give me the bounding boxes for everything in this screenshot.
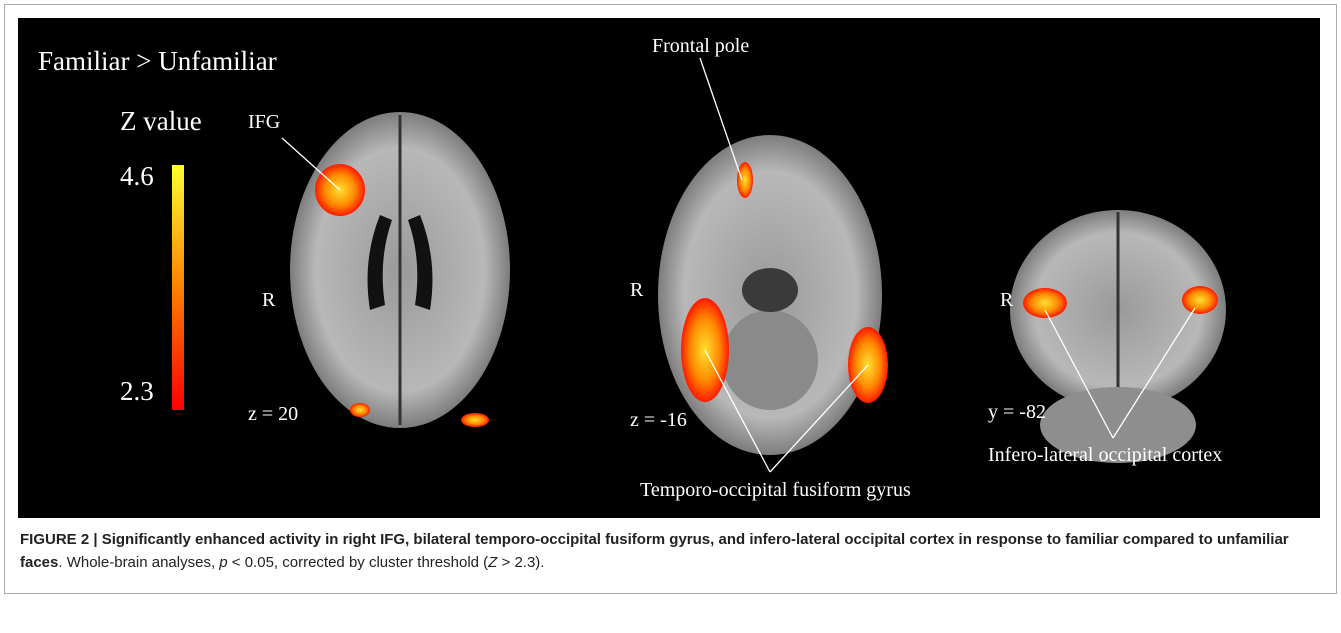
colorbar-label: Z value: [120, 106, 202, 136]
colorbar: [172, 165, 184, 410]
annotation: Infero-lateral occipital cortex: [988, 444, 1222, 466]
annotation: R: [1000, 289, 1014, 311]
annotation: Temporo-occipital fusiform gyrus: [640, 479, 911, 501]
colorbar-min: 2.3: [120, 376, 154, 406]
annotation: z = 20: [248, 403, 298, 425]
caption-text: < 0.05, corrected by cluster threshold (: [228, 554, 489, 571]
caption-text: . Whole-brain analyses,: [58, 554, 219, 571]
brain-axial-1: [290, 112, 510, 428]
annotation: z = -16: [630, 409, 687, 431]
caption-italic: p: [219, 554, 227, 571]
annotation: Frontal pole: [652, 35, 749, 57]
figure-title: Familiar > Unfamiliar: [38, 46, 277, 76]
colorbar-max: 4.6: [120, 161, 154, 191]
brain-coronal: [1010, 210, 1226, 463]
annotation: y = -82: [988, 401, 1046, 423]
caption: FIGURE 2 | Significantly enhanced activi…: [20, 528, 1320, 574]
annotation: R: [262, 289, 276, 311]
caption-italic: Z: [488, 554, 497, 571]
page: Familiar > Unfamiliar Z value 4.6 2.3 IF…: [0, 0, 1341, 633]
annotation: IFG: [248, 111, 280, 133]
annotation: R: [630, 279, 644, 301]
caption-text: > 2.3).: [497, 554, 544, 571]
